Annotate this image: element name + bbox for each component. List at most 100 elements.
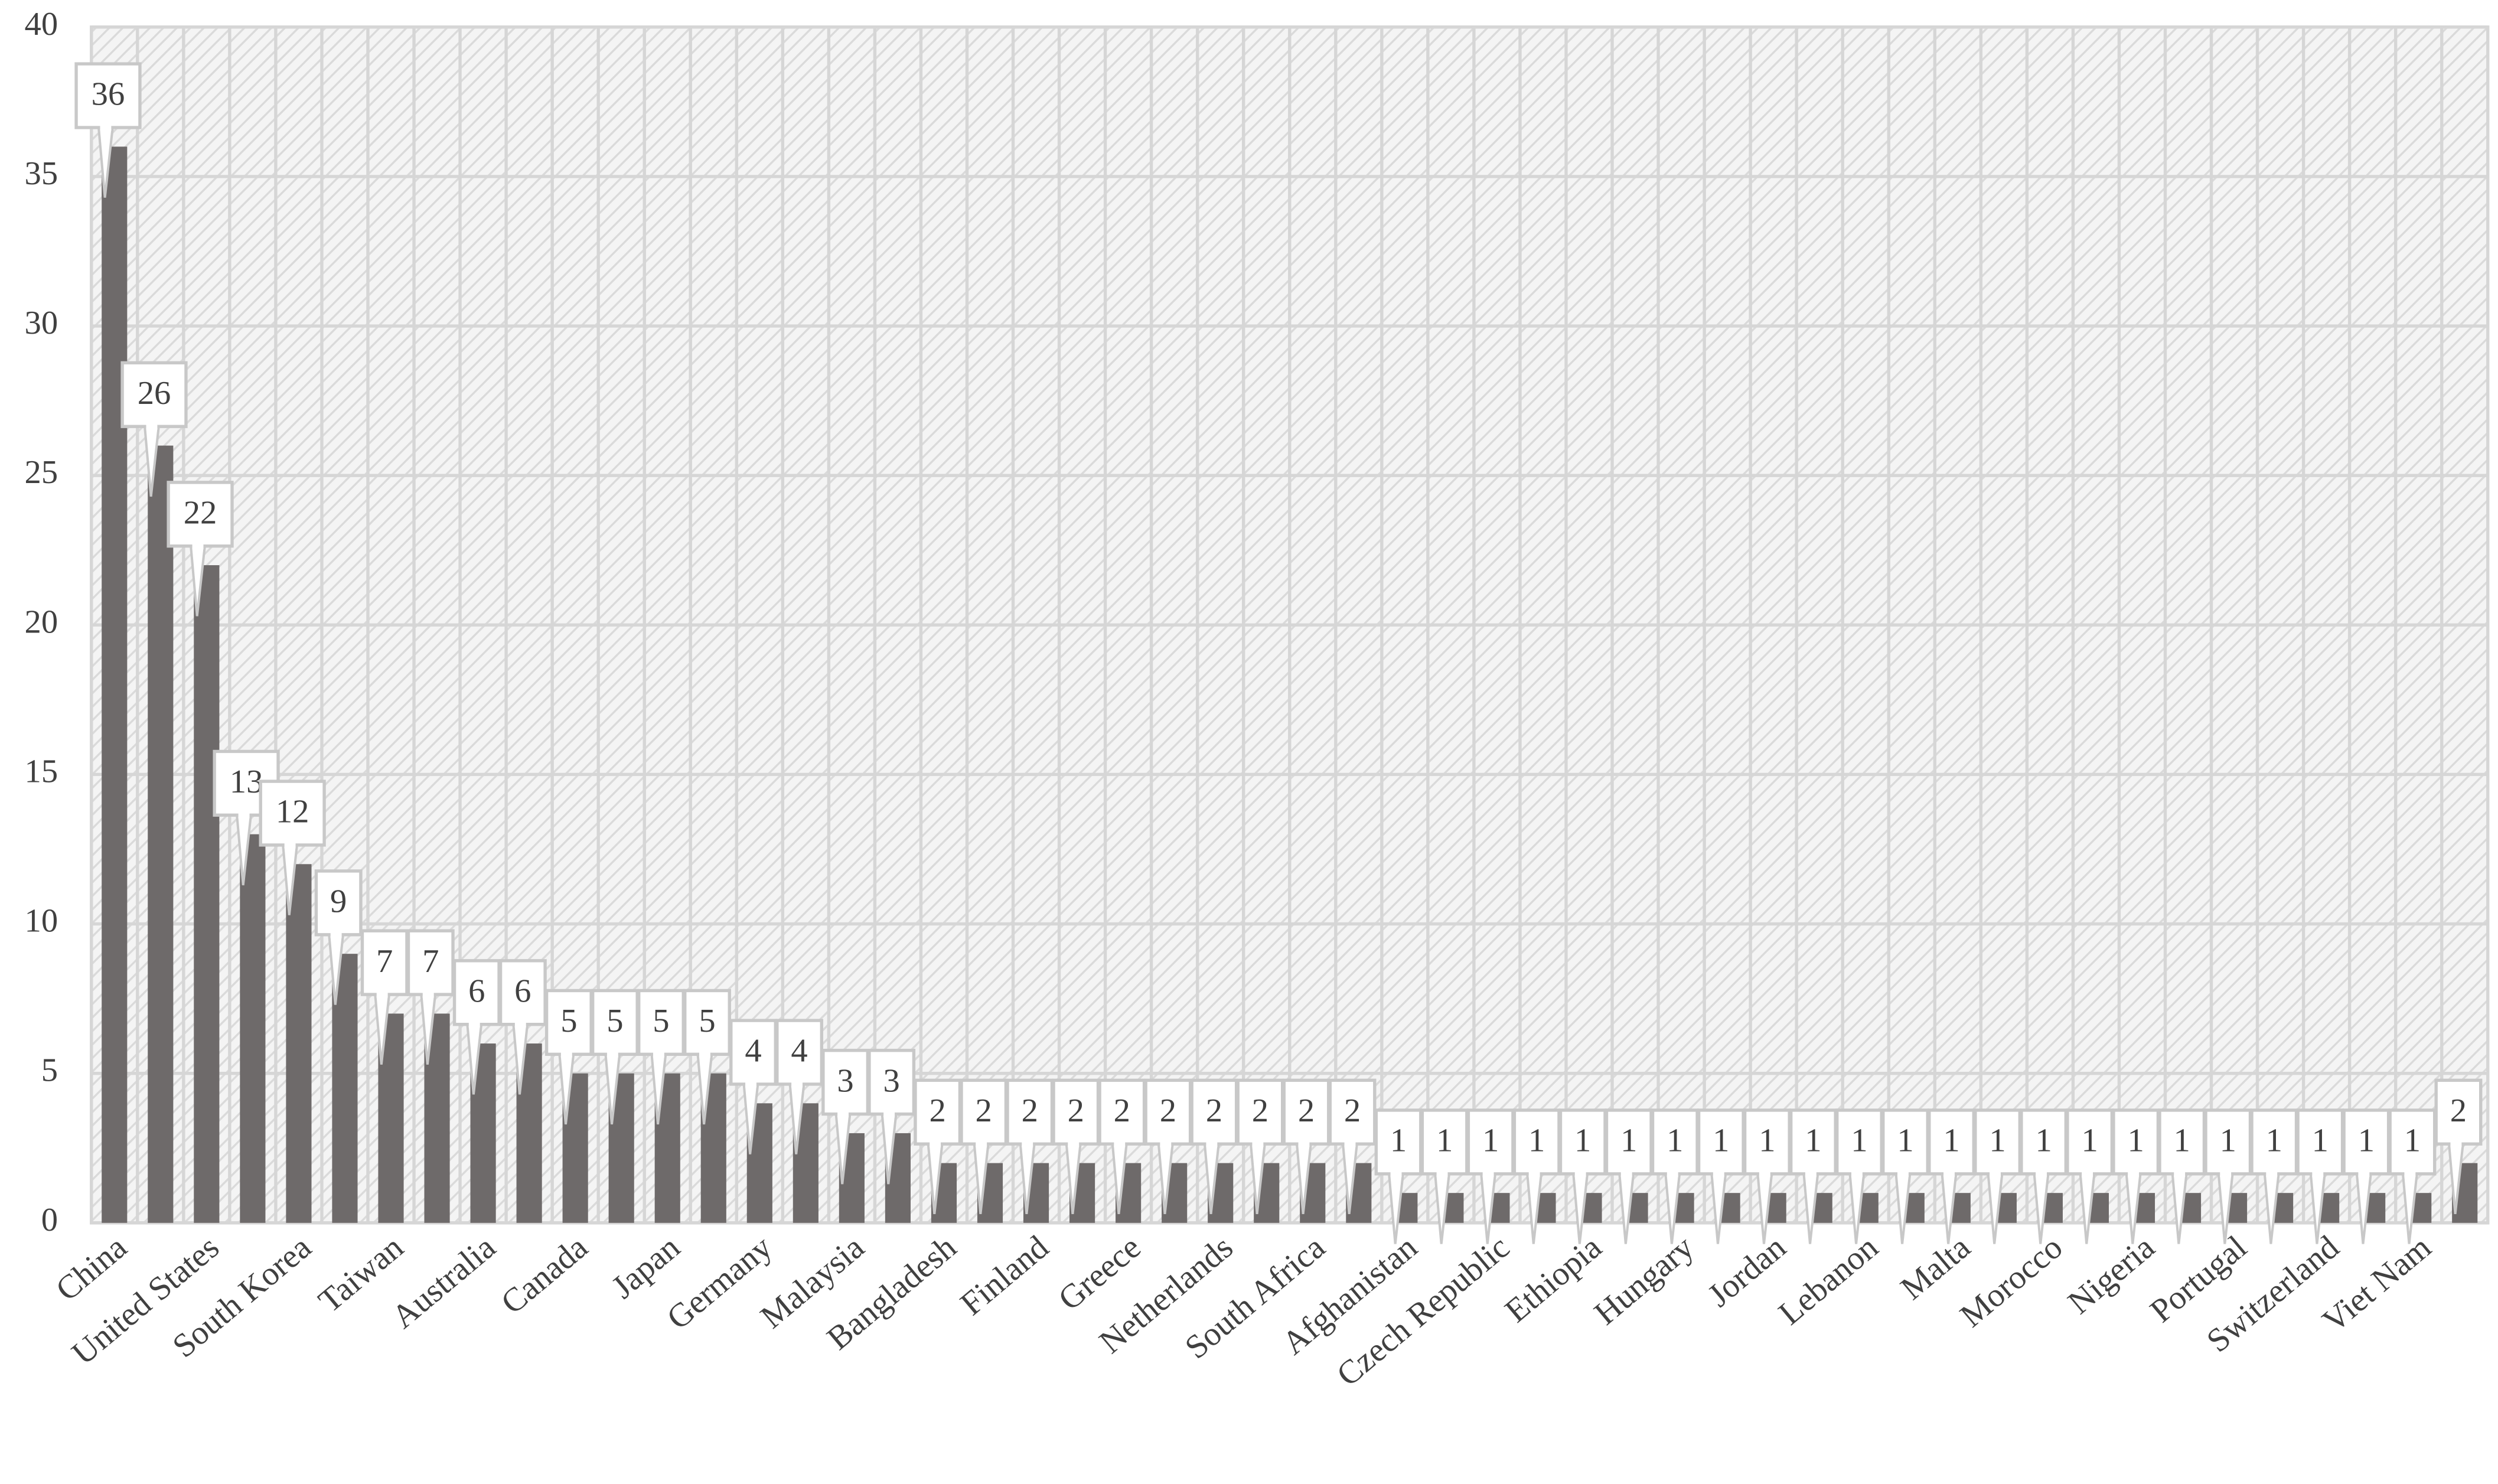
data-label: 1	[2035, 1123, 2052, 1159]
y-tick-label: 10	[25, 903, 58, 940]
callout-joint	[699, 1051, 710, 1058]
data-label: 1	[1667, 1123, 1683, 1159]
callout-box	[1835, 1108, 1883, 1176]
callout-joint	[1667, 1170, 1678, 1178]
callout-box	[406, 929, 455, 996]
callout-joint	[1805, 1170, 1817, 1178]
x-tick-label: Hungary	[1587, 1229, 1701, 1332]
data-label: 4	[745, 1033, 761, 1069]
data-label: 1	[1989, 1123, 2005, 1159]
data-label: 36	[92, 76, 125, 113]
x-tick-label: Lebanon	[1772, 1229, 1886, 1332]
callout-joint	[2404, 1170, 2416, 1178]
data-label: 2	[2450, 1092, 2467, 1129]
data-label: 1	[2404, 1123, 2421, 1159]
data-label: 9	[330, 883, 347, 920]
data-label: 2	[1298, 1092, 1315, 1129]
data-label: 2	[1252, 1092, 1268, 1129]
bar	[240, 834, 266, 1223]
y-tick-label: 5	[41, 1052, 58, 1089]
x-tick-label: Malta	[1894, 1229, 1977, 1307]
callout-joint	[1114, 1140, 1126, 1147]
data-label: 2	[1114, 1092, 1130, 1129]
callout-joint	[514, 1021, 526, 1028]
data-label: 7	[376, 943, 393, 980]
data-label: 5	[699, 1003, 715, 1039]
callout-joint	[284, 842, 296, 849]
callout-joint	[2082, 1170, 2093, 1178]
callout-joint	[376, 991, 388, 998]
data-label: 13	[230, 764, 263, 800]
callout-joint	[2266, 1170, 2278, 1178]
callout-joint	[745, 1081, 756, 1088]
x-tick-label: Japan	[605, 1229, 687, 1306]
callout-joint	[1298, 1140, 1310, 1147]
callout-box	[1466, 1108, 1515, 1176]
data-label: 1	[2128, 1123, 2144, 1159]
data-label: 2	[1068, 1092, 1084, 1129]
callout-box	[914, 1078, 962, 1146]
data-label: 12	[276, 794, 309, 830]
data-label: 22	[184, 494, 217, 531]
data-label: 3	[883, 1062, 899, 1099]
x-tick-label: Nigeria	[2061, 1229, 2161, 1322]
callout-joint	[2450, 1140, 2462, 1147]
callout-box	[1928, 1108, 1975, 1176]
callout-box	[868, 1049, 916, 1116]
callout-joint	[2220, 1170, 2232, 1178]
data-label: 1	[2312, 1123, 2329, 1159]
x-tick-label: Australia	[385, 1229, 503, 1336]
callout-joint	[2358, 1170, 2370, 1178]
data-label: 1	[1436, 1123, 1453, 1159]
callout-box	[2388, 1108, 2437, 1176]
callout-joint	[837, 1111, 849, 1117]
callout-joint	[2036, 1170, 2047, 1178]
bar	[148, 445, 174, 1223]
callout-joint	[238, 811, 250, 818]
data-label: 6	[514, 973, 531, 1009]
callout-joint	[1897, 1170, 1909, 1178]
data-label: 1	[1390, 1123, 1407, 1159]
callout-joint	[1713, 1170, 1724, 1178]
y-tick-label: 35	[25, 155, 58, 192]
callout-joint	[1436, 1170, 1448, 1178]
data-label: 1	[2174, 1123, 2190, 1159]
data-label: 1	[2358, 1123, 2375, 1159]
data-label: 1	[2266, 1123, 2282, 1159]
data-label: 26	[138, 375, 171, 412]
data-label: 1	[1943, 1123, 1959, 1159]
callout-joint	[1022, 1140, 1033, 1147]
callout-box	[2342, 1108, 2391, 1176]
data-label: 5	[606, 1003, 623, 1039]
callout-joint	[1943, 1170, 1955, 1178]
callout-joint	[1390, 1170, 1402, 1178]
y-tick-label: 20	[25, 604, 58, 640]
callout-box	[1651, 1108, 1699, 1176]
callout-joint	[422, 991, 434, 998]
callout-joint	[653, 1051, 664, 1058]
callout-joint	[192, 543, 204, 550]
data-label: 3	[837, 1062, 853, 1099]
callout-joint	[468, 1021, 480, 1028]
callout-box	[2250, 1108, 2298, 1176]
callout-joint	[560, 1051, 572, 1058]
data-label: 1	[2081, 1123, 2098, 1159]
callout-joint	[1252, 1140, 1264, 1147]
callout-box	[1282, 1078, 1330, 1146]
data-label: 2	[930, 1092, 946, 1129]
callout-box	[1190, 1078, 1238, 1146]
callout-joint	[1068, 1140, 1080, 1147]
data-label: 4	[791, 1033, 807, 1069]
callout-joint	[146, 423, 158, 430]
callout-joint	[976, 1140, 987, 1147]
data-label: 1	[1897, 1123, 1913, 1159]
data-label: 1	[1574, 1123, 1591, 1159]
data-label: 7	[422, 943, 439, 980]
callout-box	[2020, 1108, 2068, 1176]
x-tick-label: Canada	[494, 1229, 595, 1322]
callout-joint	[1160, 1140, 1172, 1147]
callout-joint	[606, 1051, 618, 1058]
x-tick-label: Morocco	[1954, 1229, 2069, 1335]
callout-box	[683, 989, 731, 1056]
